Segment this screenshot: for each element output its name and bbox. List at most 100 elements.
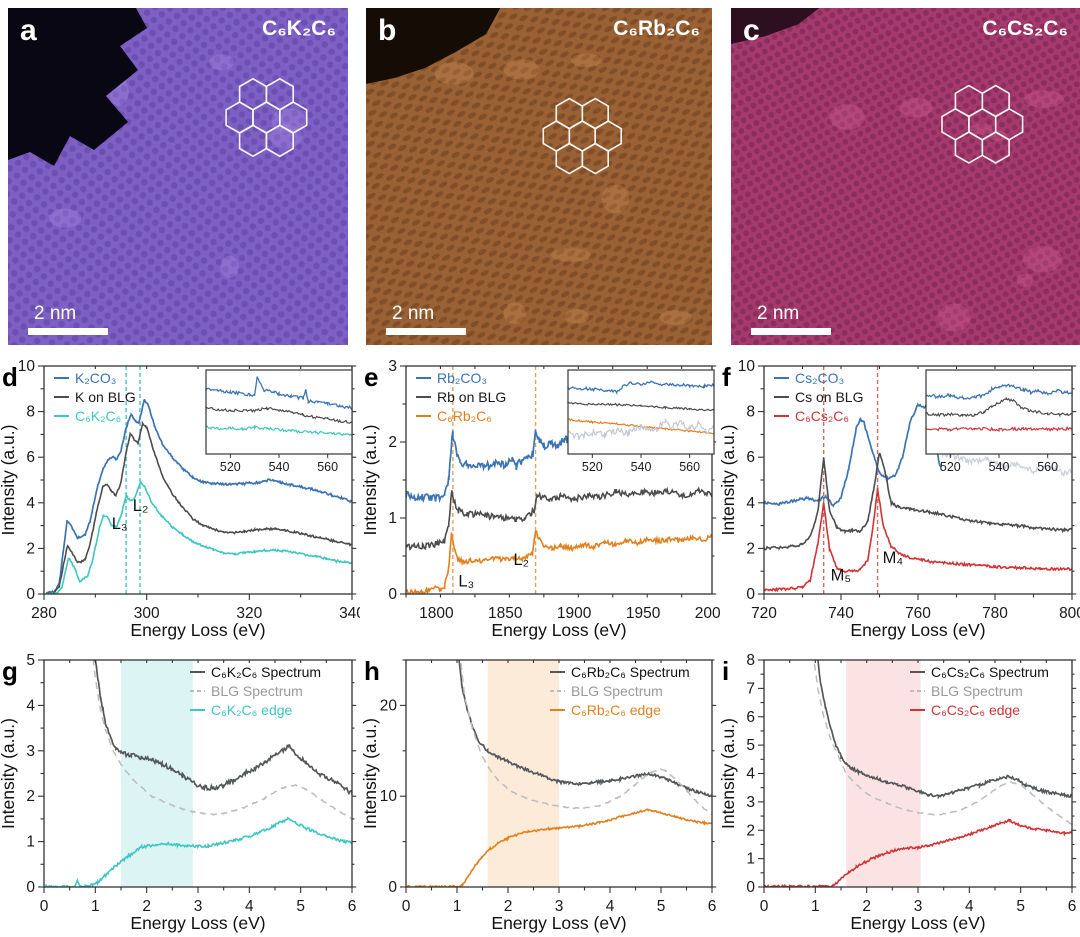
scalebar-label-c: 2 nm <box>757 303 800 324</box>
shaded-band-i <box>846 660 921 887</box>
edge-label-e-0: L₃ <box>458 572 474 590</box>
svg-text:1: 1 <box>388 510 397 527</box>
bright-spot <box>551 248 591 262</box>
svg-text:5: 5 <box>746 737 755 754</box>
svg-text:1: 1 <box>811 898 820 915</box>
svg-text:C₆Cs₂C₆ Spectrum: C₆Cs₂C₆ Spectrum <box>931 664 1049 680</box>
svg-text:C₆K₂C₆ edge: C₆K₂C₆ edge <box>211 702 293 718</box>
hexagon-lattice-overlay <box>225 77 308 158</box>
svg-text:4: 4 <box>965 898 974 915</box>
bright-spot <box>570 53 602 68</box>
svg-text:1: 1 <box>91 898 100 915</box>
svg-text:2: 2 <box>746 822 755 839</box>
series-group-d <box>45 398 352 594</box>
panel-letter-g: g <box>2 656 18 686</box>
svg-text:740: 740 <box>828 605 854 622</box>
svg-text:C₆Rb₂C₆: C₆Rb₂C₆ <box>437 408 492 424</box>
bright-spot <box>503 59 540 80</box>
chart-svg-d: 280 300 320 340 0 2 4 6 8 10 Energy Loss (eV) Inten… <box>0 358 365 640</box>
svg-text:540: 540 <box>989 460 1010 474</box>
bright-spot <box>209 54 235 71</box>
hexagon-lattice-overlay <box>941 84 1024 164</box>
axes-h: 0 1 2 3 4 5 6 0 10 20 Energy Loss (eV) Intensity (a… <box>360 659 716 933</box>
chart-panel-h: 0 1 2 3 4 5 6 0 10 20 Energy Loss (eV) Intensity (a… <box>360 646 720 937</box>
axes-d: 280 300 320 340 0 2 4 6 8 10 Energy Loss (eV) Inten… <box>0 358 365 640</box>
svg-text:4: 4 <box>26 697 35 714</box>
series-e <box>406 429 587 504</box>
panel-letter-e: e <box>364 362 378 392</box>
svg-text:8: 8 <box>746 652 755 669</box>
chart-panel-i: 0 1 2 3 4 5 6 0 1 2 3 4 5 6 7 8 Energy Loss (eV) Intensit… <box>718 646 1080 937</box>
svg-text:10: 10 <box>380 788 398 805</box>
svg-text:C₆K₂C₆ Spectrum: C₆K₂C₆ Spectrum <box>211 664 321 680</box>
series-f <box>764 487 1072 593</box>
series-group-e <box>406 429 712 594</box>
svg-text:0: 0 <box>388 879 397 896</box>
panel-letter-h: h <box>364 656 380 686</box>
legend-f: Cs₂CO₃ Cs on BLG C₆Cs₂C₆ <box>774 370 863 424</box>
svg-text:BLG Spectrum: BLG Spectrum <box>571 683 663 699</box>
svg-text:1800: 1800 <box>419 605 454 622</box>
inset-d: 520 540 560 <box>205 369 353 474</box>
svg-text:C₆Cs₂C₆: C₆Cs₂C₆ <box>795 408 849 424</box>
series-f <box>940 448 1072 478</box>
scalebar-label-a: 2 nm <box>34 303 77 324</box>
shaded-band-h <box>487 660 559 887</box>
series-i <box>764 818 1072 887</box>
svg-text:1900: 1900 <box>557 605 592 622</box>
formula-label-a: C₆K₂C₆ <box>262 17 336 40</box>
svg-text:0: 0 <box>388 586 397 603</box>
bright-spot <box>564 309 589 324</box>
svg-text:4: 4 <box>746 495 755 512</box>
svg-text:5: 5 <box>296 898 305 915</box>
series-g <box>44 816 352 887</box>
scalebar-label-b: 2 nm <box>392 303 435 324</box>
svg-text:1: 1 <box>453 898 462 915</box>
vacuum-region <box>731 8 820 44</box>
bright-spot <box>601 184 630 214</box>
hexagon-lattice-overlay <box>542 97 622 175</box>
edge-label-e-1: L₂ <box>514 551 530 569</box>
svg-text:3: 3 <box>388 358 397 375</box>
y-axis-label-f: Intensity (a.u.) <box>720 425 738 536</box>
y-axis-label-i: Intensity (a.u.) <box>720 718 738 829</box>
series-d <box>46 481 352 594</box>
svg-text:2: 2 <box>504 898 513 915</box>
series-h <box>459 660 712 815</box>
bright-spot <box>1022 245 1063 273</box>
svg-text:760: 760 <box>905 605 931 622</box>
svg-text:4: 4 <box>606 898 615 915</box>
legend-e: Rb₂CO₃ Rb on BLG C₆Rb₂C₆ <box>416 370 506 424</box>
bright-spot <box>269 123 303 149</box>
svg-text:4: 4 <box>746 766 755 783</box>
x-axis-label-g: Energy Loss (eV) <box>130 913 265 933</box>
svg-text:280: 280 <box>31 605 57 622</box>
svg-text:720: 720 <box>751 605 777 622</box>
svg-text:6: 6 <box>746 709 755 726</box>
svg-text:520: 520 <box>220 460 241 474</box>
series-g <box>92 660 352 821</box>
axes-f: 720 740 760 780 800 0 2 4 6 8 10 Energy Loss (eV) In… <box>718 358 1080 640</box>
svg-text:0: 0 <box>40 898 49 915</box>
svg-text:2: 2 <box>26 540 35 557</box>
svg-text:3: 3 <box>555 898 564 915</box>
svg-text:6: 6 <box>26 449 35 466</box>
series-g <box>94 660 352 796</box>
stem-image-a: a C₆K₂C₆ 2 nm <box>8 8 348 345</box>
vacuum-region <box>366 8 501 84</box>
chart-svg-h: 0 1 2 3 4 5 6 0 10 20 Energy Loss (eV) Intensity (a… <box>360 656 716 933</box>
bright-spot <box>1024 90 1064 108</box>
svg-text:3: 3 <box>914 898 923 915</box>
svg-text:8: 8 <box>26 404 35 421</box>
svg-text:0: 0 <box>402 898 411 915</box>
svg-text:3: 3 <box>26 743 35 760</box>
svg-text:4: 4 <box>245 898 254 915</box>
svg-text:BLG Spectrum: BLG Spectrum <box>211 683 303 699</box>
edge-label-f-0: M₅ <box>831 566 851 584</box>
svg-text:1950: 1950 <box>626 605 661 622</box>
svg-text:20: 20 <box>380 697 398 714</box>
svg-text:2: 2 <box>862 898 871 915</box>
